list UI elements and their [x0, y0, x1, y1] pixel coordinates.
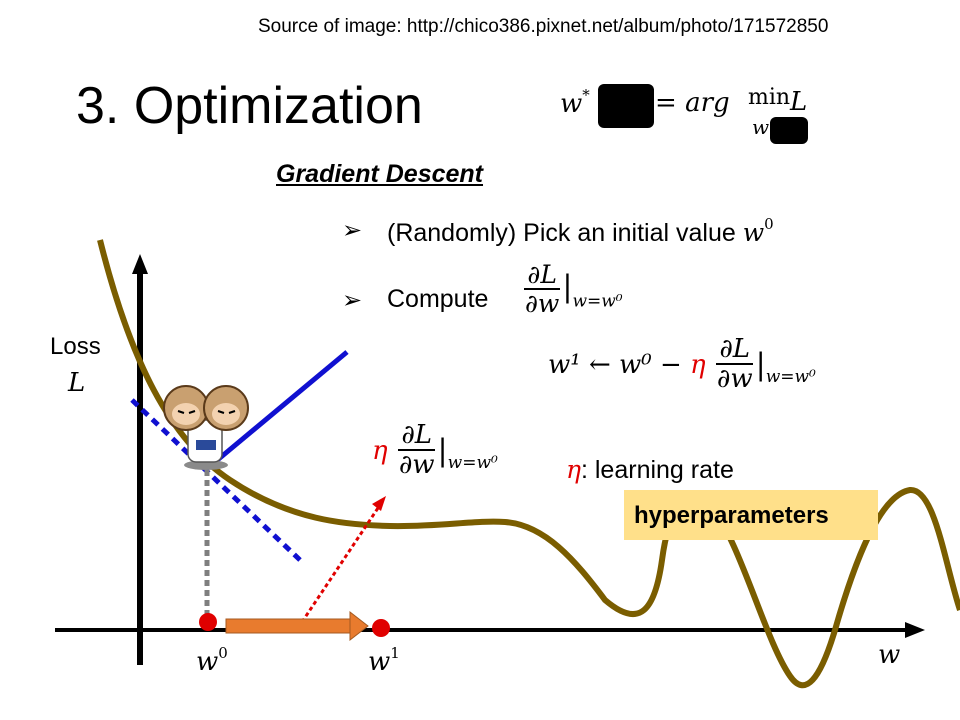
- step-dotted-arrowhead: [372, 496, 386, 511]
- redacted-box-2: [770, 117, 808, 144]
- hyperparameters-badge: hyperparameters: [624, 490, 878, 540]
- source-caption: Source of image: http://chico386.pixnet.…: [258, 16, 829, 37]
- learning-rate-label: η: learning rate: [566, 455, 734, 484]
- slide-title: 3. Optimization: [76, 77, 423, 135]
- w0-label: w0: [196, 644, 228, 677]
- bullet-1-text: (Randomly) Pick an initial value w0: [387, 215, 774, 247]
- update-rule: w¹ ← w⁰ − η ∂L ∂w |w=w⁰: [548, 334, 816, 395]
- tangent-dashed-line: [130, 398, 302, 562]
- argmin-formula: w*: [560, 86, 590, 119]
- bullet-arrow-2: ➢: [342, 287, 363, 314]
- update-arrow-body: [225, 618, 353, 634]
- bullet-arrow-1: ➢: [342, 217, 363, 244]
- tangent-solid-line: [213, 350, 349, 464]
- equals-sign: =: [655, 88, 677, 118]
- w1-label: w1: [368, 644, 400, 677]
- derivative-1: ∂L ∂w |w=w⁰: [524, 260, 623, 319]
- loss-L: L: [790, 87, 808, 117]
- argmin-rhs: = arg: [655, 88, 730, 118]
- point-w1: [372, 619, 390, 637]
- x-axis-label: w: [878, 640, 901, 670]
- gradient-descent-heading: Gradient Descent: [276, 160, 484, 188]
- loss-curve: [97, 239, 960, 689]
- redacted-box: [598, 84, 654, 128]
- point-w0: [199, 613, 217, 631]
- y-axis-symbol: L: [68, 368, 86, 398]
- min-subscript-w: w: [752, 115, 770, 139]
- character-icons: [163, 385, 249, 470]
- step-dotted-line: [300, 501, 384, 623]
- update-arrow-head: [349, 610, 369, 642]
- w-star: w: [560, 89, 583, 119]
- y-axis-arrowhead: [132, 254, 148, 274]
- step-size-label: η ∂L ∂w |w=w⁰: [372, 420, 498, 481]
- min-operator: min: [748, 85, 791, 110]
- x-axis-arrowhead: [905, 622, 925, 638]
- bullet-2-text: Compute: [387, 285, 489, 313]
- y-axis-label: Loss: [50, 333, 101, 360]
